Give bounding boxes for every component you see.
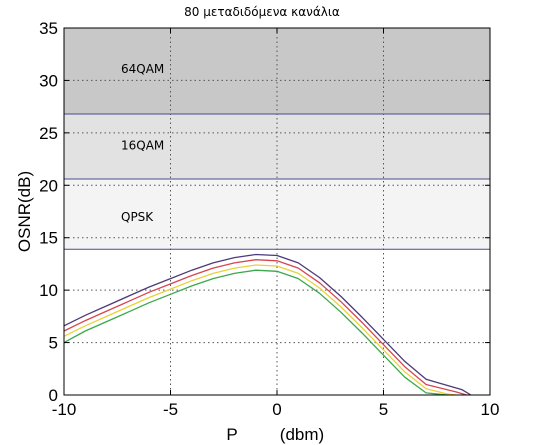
x-tick-label: 10 — [481, 400, 500, 419]
band-label-16qam: 16QAM — [121, 139, 164, 153]
y-tick-label: 25 — [39, 124, 58, 143]
y-tick-label: 5 — [49, 334, 58, 353]
series-line-2 — [63, 259, 467, 396]
series-lines — [63, 253, 472, 396]
y-axis-label: OSNR(dB) — [15, 171, 34, 252]
y-tick-label: 35 — [39, 19, 58, 38]
x-tick-label: -10 — [52, 400, 77, 419]
band-label-64qam: 64QAM — [121, 62, 164, 76]
series-line-3 — [63, 264, 456, 396]
chart-title: 80 μεταδιδόμενα κανάλια — [184, 5, 340, 19]
series-line-4 — [63, 269, 448, 396]
x-tick-label: -5 — [163, 400, 178, 419]
y-tick-label: 0 — [49, 386, 58, 405]
y-tick-label: 15 — [39, 229, 58, 248]
x-tick-label: 0 — [272, 400, 281, 419]
series-line-1 — [63, 253, 472, 396]
y-tick-label: 20 — [39, 176, 58, 195]
x-axis-unit: (dbm) — [280, 425, 324, 444]
y-tick-label: 10 — [39, 281, 58, 300]
y-tick-label: 30 — [39, 71, 58, 90]
axis-ticks: -10 -5 0 5 10 0 5 10 15 20 25 30 35 — [39, 19, 499, 419]
grid-lines — [64, 28, 490, 395]
band-label-qpsk: QPSK — [121, 210, 154, 224]
x-axis-label: P — [226, 425, 237, 444]
x-tick-label: 5 — [379, 400, 388, 419]
